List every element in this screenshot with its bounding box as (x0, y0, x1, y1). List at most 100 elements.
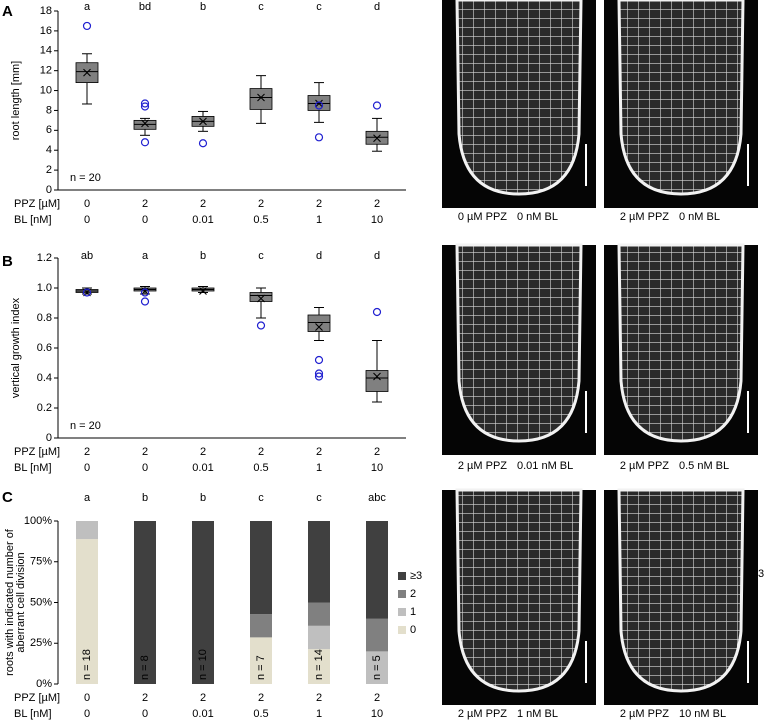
bar-segment (366, 521, 388, 619)
x-tick-label: 2 (142, 446, 148, 458)
mean-marker (141, 287, 149, 295)
x-tick-label: 1 (316, 462, 322, 474)
y-tick-label: 16 (40, 25, 52, 37)
y-axis-label: vertical growth index (10, 297, 22, 398)
caption: 0 µM PPZ (458, 211, 507, 223)
y-tick-label: 0% (36, 678, 52, 690)
outlier (314, 369, 324, 378)
mean-marker (315, 323, 323, 331)
x-tick-label: 10 (371, 708, 383, 720)
outlier (82, 288, 92, 297)
x-row-label: PPZ [µM] (14, 446, 60, 458)
box (365, 370, 389, 392)
x-tick-label: 2 (316, 692, 322, 704)
y-tick-label: 14 (40, 45, 52, 57)
significance-letter: c (258, 250, 264, 262)
legend-label: 1 (410, 606, 416, 618)
significance-letter: b (142, 492, 148, 504)
mean-marker (199, 117, 207, 126)
outlier (140, 138, 150, 147)
significance-letter: bd (139, 1, 151, 13)
x-tick-label: 0.01 (192, 214, 213, 226)
caption: 0.5 nM BL (679, 460, 729, 472)
mean-marker (199, 287, 207, 295)
bar-segment (308, 602, 330, 626)
x-tick-label: 2 (374, 446, 380, 458)
root-tissue (617, 0, 745, 196)
caption: 0 nM BL (679, 211, 720, 223)
bar-segment (308, 521, 330, 603)
y-tick-label: 0.8 (37, 312, 52, 324)
mean-marker (83, 68, 91, 77)
x-tick-label: 0 (84, 198, 90, 210)
caption: 0 nM BL (517, 211, 558, 223)
significance-letter: c (316, 1, 322, 13)
significance-letter: a (84, 492, 91, 504)
outlier (140, 297, 150, 306)
y-tick-label: 6 (46, 124, 52, 136)
significance-letter: b (200, 250, 206, 262)
panel-label: A (2, 3, 13, 20)
x-row-label: PPZ [µM] (14, 692, 60, 704)
y-tick-label: 0 (46, 432, 52, 444)
caption: 0.01 nM BL (517, 460, 573, 472)
root-tissue (617, 243, 745, 443)
sample-size: n = 20 (70, 172, 101, 184)
x-tick-label: 0.5 (253, 214, 268, 226)
y-tick-label: 10 (40, 84, 52, 96)
root-tissue (455, 488, 583, 693)
bar-segment (76, 539, 98, 684)
panel-label: B (2, 253, 13, 270)
y-tick-label: 75% (30, 556, 52, 568)
x-tick-label: 2 (316, 446, 322, 458)
n-label: n = 10 (197, 649, 209, 680)
y-tick-label: 0 (46, 184, 52, 196)
n-label: n = 8 (139, 655, 151, 680)
mean-marker (141, 119, 149, 128)
y-axis-label: aberrant cell division (15, 552, 27, 652)
x-tick-label: 0.01 (192, 462, 213, 474)
legend-swatch (398, 572, 406, 580)
outlier (140, 102, 150, 111)
root-tissue (455, 0, 583, 196)
stray-label: 3 (758, 568, 764, 580)
sample-size: n = 20 (70, 420, 101, 432)
outlier (314, 355, 324, 365)
y-axis-label: root length [mm] (10, 61, 22, 140)
x-tick-label: 2 (142, 692, 148, 704)
caption: 2 µM PPZ (458, 460, 507, 472)
bar-segment (366, 651, 388, 684)
n-label: n = 7 (255, 655, 267, 680)
x-tick-label: 0 (84, 214, 90, 226)
significance-letter: d (316, 250, 322, 262)
legend-label: ≥3 (410, 570, 422, 582)
legend-swatch (398, 608, 406, 616)
bar-segment (76, 521, 98, 540)
significance-letter: d (374, 250, 380, 262)
n-label: n = 18 (81, 649, 93, 680)
caption: 1 nM BL (517, 708, 558, 720)
y-axis-label: roots with indicated number of (4, 528, 16, 676)
caption: 2 µM PPZ (458, 708, 507, 720)
root-tissue (617, 488, 745, 693)
box (249, 292, 273, 302)
y-tick-label: 1.0 (37, 282, 52, 294)
outlier (198, 139, 208, 148)
x-tick-label: 0 (84, 462, 90, 474)
y-tick-label: 1.2 (37, 252, 52, 264)
x-tick-label: 0 (142, 462, 148, 474)
x-row-label: BL [nM] (14, 214, 52, 226)
outlier (372, 101, 382, 110)
outlier (314, 372, 324, 381)
significance-letter: c (258, 492, 264, 504)
x-tick-label: 0 (142, 214, 148, 226)
bar-segment (250, 637, 272, 684)
significance-letter: b (200, 492, 206, 504)
y-tick-label: 25% (30, 637, 52, 649)
root-tissue (455, 243, 583, 443)
mean-marker (373, 134, 381, 143)
mean-marker (257, 93, 265, 102)
x-tick-label: 0.01 (192, 708, 213, 720)
mean-marker (315, 99, 323, 108)
